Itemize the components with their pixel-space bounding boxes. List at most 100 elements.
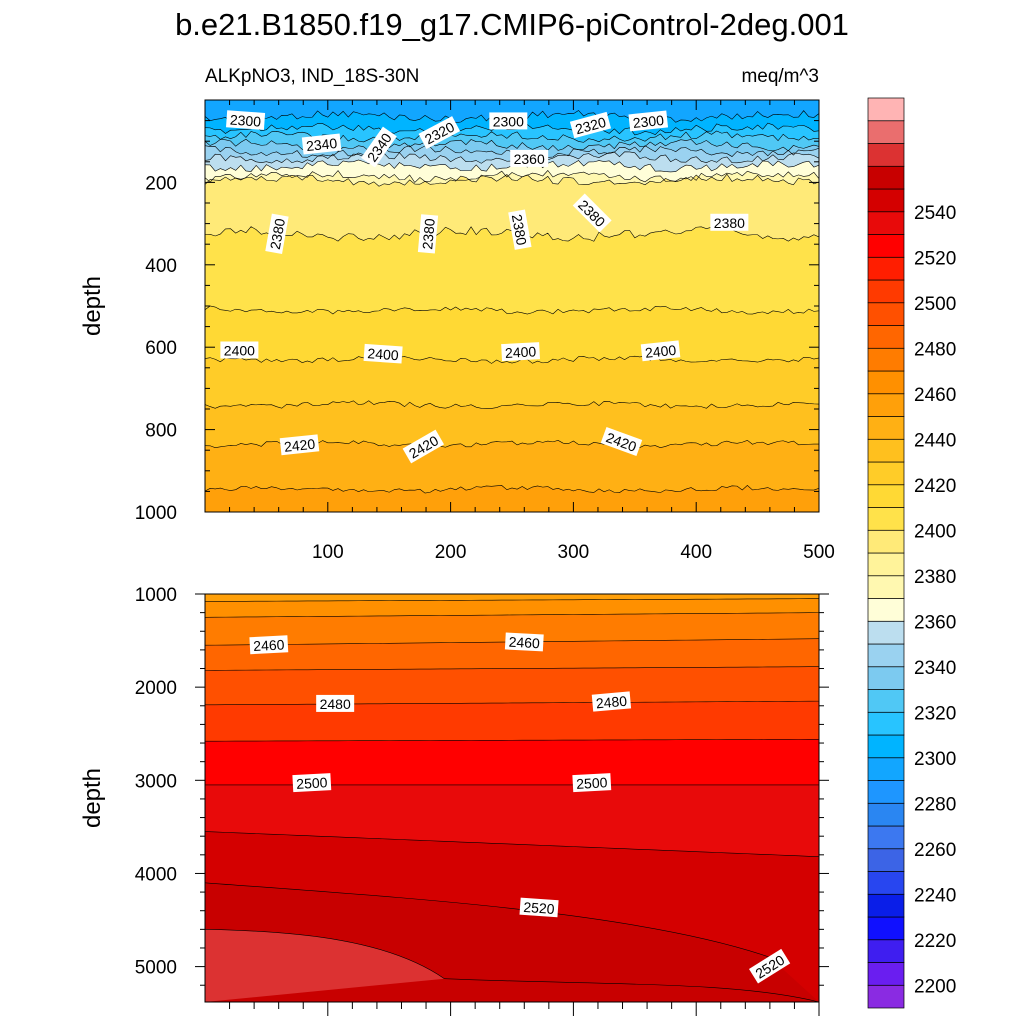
colorbar-box (867, 734, 905, 759)
colorbar-box (867, 757, 905, 781)
top-contour-label: 2400 (640, 340, 681, 362)
colorbar-label: 2380 (914, 567, 956, 588)
top-contour-label: 2360 (510, 149, 549, 167)
top-contour-label: 2400 (501, 342, 540, 362)
colorbar-box (867, 780, 905, 804)
top-contour-band (205, 400, 819, 448)
bottom-contour-line (205, 666, 819, 671)
colorbar-box (867, 620, 905, 645)
colorbar-box (867, 666, 905, 690)
colorbar-box (867, 552, 905, 577)
colorbar-box (867, 962, 905, 986)
chart-title: b.e21.B1850.f19_g17.CMIP6-piControl-2deg… (175, 7, 849, 42)
colorbar-box (867, 825, 905, 850)
bottom-contour-label: 2520 (519, 897, 559, 918)
bottom-contour-label: 2480 (316, 694, 355, 712)
colorbar-label: 2320 (914, 703, 956, 724)
svg-text:2500: 2500 (296, 774, 328, 792)
top-contour-band (205, 355, 819, 409)
colorbar-label: 2400 (914, 521, 956, 542)
bottom-y-tick-label: 3000 (135, 771, 177, 792)
top-filled-contours (205, 100, 819, 512)
svg-text:2320: 2320 (573, 114, 607, 138)
left-subtitle: ALKpNO3, IND_18S-30N (205, 66, 419, 87)
colorbar-label: 2360 (914, 612, 956, 633)
svg-text:2380: 2380 (509, 213, 530, 247)
bottom-contour-line (205, 612, 819, 618)
top-contour-label: 2400 (220, 341, 259, 359)
bottom-contour-label: 2500 (292, 773, 332, 793)
top-y-tick-label: 200 (145, 173, 177, 194)
colorbar-box (867, 893, 905, 918)
top-y-axis-label: depth (79, 276, 106, 336)
top-y-tick-label: 600 (145, 338, 177, 359)
colorbar-box (867, 438, 905, 463)
top-x-tick-label: 400 (680, 542, 712, 563)
svg-text:2400: 2400 (224, 342, 255, 358)
top-contour-line (205, 170, 819, 183)
colorbar-box (867, 643, 905, 668)
top-contour-label: 2400 (363, 343, 403, 364)
bottom-contour-line (205, 831, 819, 857)
colorbar-box (867, 120, 905, 144)
svg-text:2380: 2380 (714, 215, 745, 231)
top-contour-band (205, 159, 819, 183)
colorbar-box (867, 461, 905, 486)
colorbar-box (867, 234, 905, 258)
top-contour-label: 2380 (265, 213, 289, 255)
colorbar-box (867, 689, 905, 713)
colorbar-label: 2200 (914, 976, 956, 997)
colorbar-box (867, 484, 905, 508)
colorbar-box (867, 165, 905, 190)
top-contour-band (205, 440, 819, 494)
colorbar-label: 2440 (914, 430, 956, 451)
bottom-contour-line (205, 739, 819, 742)
top-contour-band (205, 174, 819, 242)
top-contour-label: 2380 (417, 214, 439, 254)
top-contour-band (205, 485, 819, 512)
colorbar-box (867, 507, 905, 531)
colorbar-box (867, 302, 905, 326)
colorbar-label: 2460 (914, 385, 956, 406)
svg-text:2360: 2360 (514, 151, 545, 167)
colorbar-box (867, 211, 905, 235)
top-contour-label: 2340 (301, 133, 342, 155)
colorbar-label: 2480 (914, 339, 956, 360)
top-x-tick-label: 100 (312, 542, 344, 563)
svg-text:2480: 2480 (320, 696, 351, 712)
bottom-contour-label: 2460 (504, 632, 544, 652)
colorbar-box (867, 370, 905, 395)
bottom-contour-label: 2480 (591, 691, 632, 712)
colorbar-label: 2500 (914, 294, 956, 315)
colorbar-box (867, 529, 905, 554)
svg-text:2300: 2300 (493, 113, 524, 129)
top-contour-label: 2420 (279, 434, 320, 456)
svg-text:2380: 2380 (419, 217, 438, 250)
top-y-tick-label: 1000 (135, 503, 177, 524)
colorbar-label: 2300 (914, 749, 956, 770)
bottom-contour-label: 2500 (572, 773, 612, 793)
top-x-tick-label: 300 (558, 542, 590, 563)
colorbar-box (867, 984, 905, 1009)
right-subtitle-units: meq/m^3 (741, 66, 819, 87)
colorbar-box (867, 939, 905, 963)
top-y-tick-label: 400 (145, 256, 177, 277)
colorbar-box (867, 143, 905, 167)
svg-text:2400: 2400 (505, 343, 537, 361)
top-y-tick-label: 800 (145, 421, 177, 442)
colorbar-box (867, 871, 905, 895)
bottom-y-axis-label: depth (79, 768, 106, 828)
colorbar-label: 2220 (914, 931, 956, 952)
top-contour-line (205, 400, 819, 409)
top-x-tick-label: 200 (435, 542, 467, 563)
svg-text:2420: 2420 (283, 436, 316, 455)
bottom-contour-line (205, 598, 819, 602)
svg-text:2400: 2400 (367, 345, 399, 363)
bottom-y-tick-label: 1000 (135, 585, 177, 606)
colorbar-box (867, 711, 905, 736)
top-contour-band (205, 226, 819, 315)
colorbar-label: 2420 (914, 476, 956, 497)
top-contour-label: 2380 (710, 213, 749, 231)
